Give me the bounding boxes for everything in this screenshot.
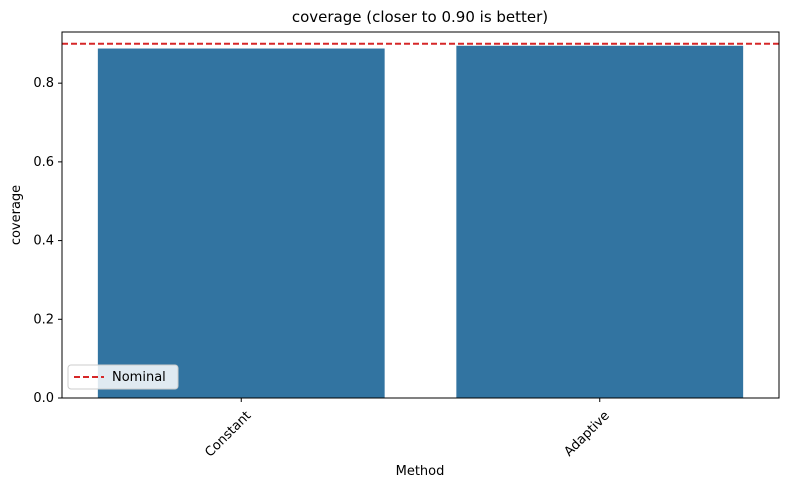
y-axis-label: coverage — [9, 185, 24, 245]
bar-constant — [97, 48, 385, 399]
bar-adaptive — [456, 45, 744, 398]
x-axis-label: Method — [396, 464, 445, 479]
y-tick-label: 0.0 — [33, 391, 54, 406]
axes-frame — [61, 31, 780, 399]
bars-group — [97, 45, 744, 399]
y-tick-label: 0.6 — [33, 155, 54, 170]
y-tick-label: 0.8 — [33, 76, 54, 91]
legend: Nominal — [67, 364, 179, 390]
legend-box — [67, 364, 179, 390]
chart-title: coverage (closer to 0.90 is better) — [292, 8, 548, 26]
y-tick-group: 0.0 0.2 0.4 0.6 0.8 — [33, 76, 62, 406]
y-tick-label: 0.4 — [33, 234, 54, 249]
legend-nominal-label: Nominal — [112, 370, 166, 385]
y-tick-label: 0.2 — [33, 312, 54, 327]
